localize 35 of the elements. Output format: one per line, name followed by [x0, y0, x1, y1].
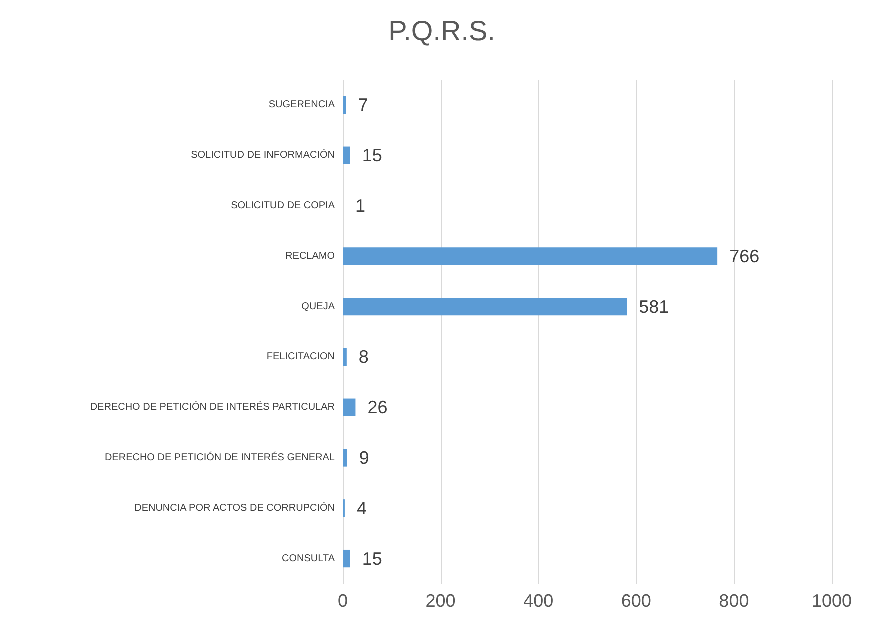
- data-label: 26: [368, 398, 388, 418]
- bar: [343, 348, 347, 366]
- bar: [343, 146, 350, 164]
- y-tick-label: DERECHO DE PETICIÓN DE INTERÉS GENERAL: [104, 452, 336, 464]
- data-label: 7: [358, 95, 368, 116]
- bar: [343, 96, 346, 114]
- x-tick-label: 600: [621, 591, 652, 611]
- data-label: 766: [730, 246, 760, 266]
- bar: [343, 449, 348, 467]
- data-label: 1: [355, 196, 366, 216]
- data-label: 9: [359, 448, 370, 468]
- y-tick-label: DENUNCIA POR ACTOS DE CORRUPCIÓN: [134, 502, 335, 514]
- data-label: 15: [362, 146, 382, 166]
- y-tick-label: FELICITACION: [266, 352, 335, 363]
- x-tick-label: 1000: [812, 591, 852, 611]
- x-tick-label: 800: [719, 591, 750, 611]
- bar: [343, 550, 350, 568]
- bar: [343, 248, 718, 266]
- y-tick-label: RECLAMO: [286, 250, 336, 262]
- y-tick-label: QUEJA: [302, 301, 336, 312]
- data-label: 4: [356, 498, 367, 518]
- x-tick-label: 0: [338, 591, 348, 611]
- chart-title: P.Q.R.S.: [388, 16, 496, 46]
- x-tick-label: 200: [426, 591, 456, 611]
- data-label: 15: [362, 548, 382, 569]
- y-tick-label: DERECHO DE PETICIÓN DE INTERÉS PARTICULAR: [90, 401, 335, 414]
- y-tick-label: CONSULTA: [282, 553, 336, 564]
- data-label: 581: [639, 296, 670, 317]
- x-tick-label: 400: [524, 591, 554, 611]
- y-tick-label: SOLICITUD DE INFORMACIÓN: [191, 149, 335, 162]
- y-tick-label: SOLICITUD DE COPIA: [231, 200, 336, 212]
- bar: [343, 298, 628, 316]
- y-tick-label: SUGERENCIA: [268, 100, 336, 111]
- bar: [343, 398, 356, 416]
- data-label: 8: [358, 347, 369, 368]
